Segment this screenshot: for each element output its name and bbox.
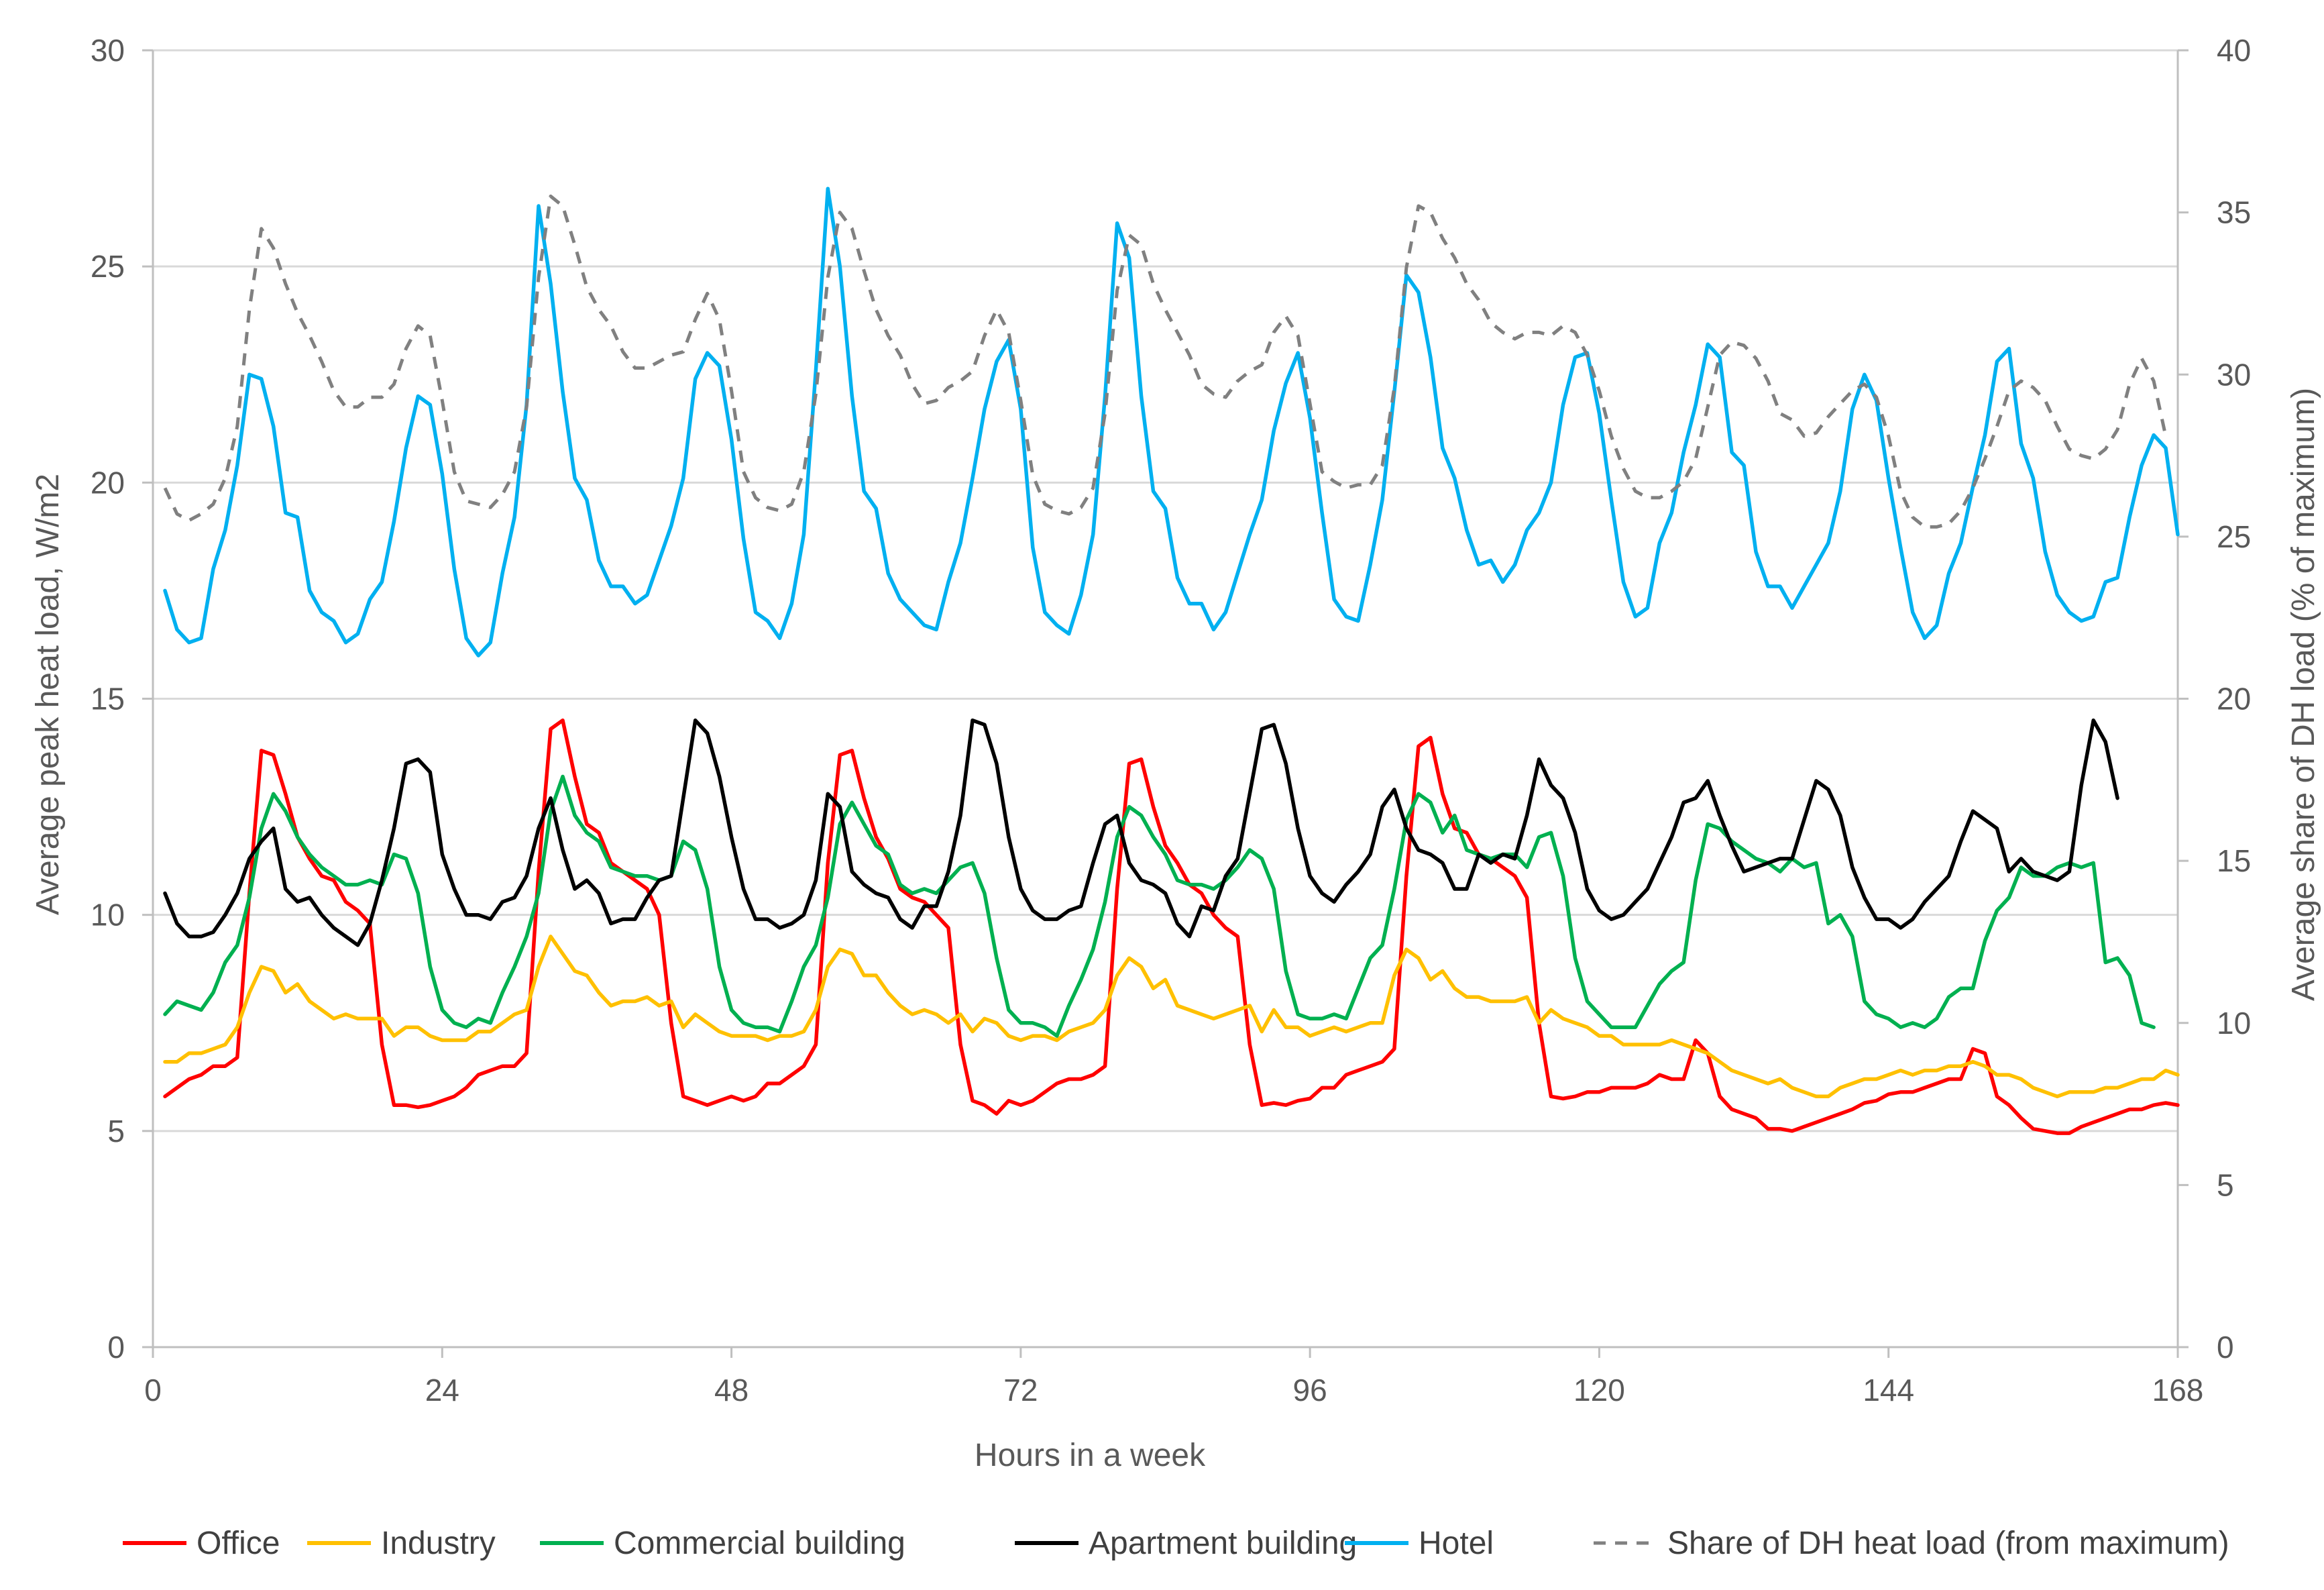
x-tick-label-96: 96	[1293, 1373, 1327, 1408]
y-tick-label-15: 15	[91, 682, 125, 717]
y2-tick-label-40: 40	[2217, 33, 2251, 68]
y2-tick-label-30: 30	[2217, 357, 2251, 392]
y2-tick-label-5: 5	[2217, 1167, 2234, 1202]
y2-tick-label-20: 20	[2217, 682, 2251, 717]
series-line-apartment-building	[163, 718, 2119, 947]
x-tick-label-72: 72	[1003, 1373, 1038, 1408]
y2-tick-label-15: 15	[2217, 843, 2251, 878]
y-tick-label-30: 30	[91, 33, 125, 68]
legend-label-hotel: Hotel	[1419, 1526, 1494, 1561]
y-axis-title: Average peak heat load, W/m2	[30, 474, 66, 915]
y-tick-label-0: 0	[107, 1330, 125, 1365]
legend-label-office: Office	[197, 1526, 280, 1561]
legend-label-commercial-building: Commercial building	[614, 1526, 905, 1561]
x-tick-label-0: 0	[144, 1373, 162, 1408]
x-tick-label-48: 48	[714, 1373, 749, 1408]
y2-tick-label-10: 10	[2217, 1006, 2251, 1041]
x-tick-label-144: 144	[1863, 1373, 1914, 1408]
series-line-office	[163, 718, 2180, 1135]
legend: Office Industry Commercial building Apartme…	[123, 1526, 2229, 1561]
legend-label-industry: Industry	[381, 1526, 496, 1561]
x-tick-label-24: 24	[425, 1373, 459, 1408]
y-tick-label-10: 10	[91, 898, 125, 933]
series-line-share-of-dh-heat-load-from-maximum	[163, 195, 2168, 529]
y-tick-label-25: 25	[91, 249, 125, 284]
x-tick-label-168: 168	[2152, 1373, 2204, 1408]
series-line-hotel	[163, 187, 2180, 657]
y-tick-label-20: 20	[91, 465, 125, 500]
y-tick-label-5: 5	[107, 1114, 125, 1149]
series-layer	[163, 187, 2180, 1135]
series-line-industry	[163, 935, 2180, 1099]
x-axis-title: Hours in a week	[975, 1438, 1206, 1473]
y2-tick-label-25: 25	[2217, 519, 2251, 554]
tick-labels: 0 5 10 15 20 25 30 0 5 10 15 20 25 30 35 40 0 24 48 72 96 120…	[91, 33, 2251, 1408]
legend-label-apartment-building: Apartment building	[1089, 1526, 1357, 1561]
x-tick-label-120: 120	[1573, 1373, 1625, 1408]
series-line-commercial-building	[163, 774, 2156, 1038]
legend-label-share-of-dh-heat-load-from-maximum: Share of DH heat load (from maximum)	[1667, 1526, 2229, 1561]
y2-axis-title: Average share of DH load (% of maximum)	[2286, 388, 2321, 1001]
y2-tick-label-35: 35	[2217, 195, 2251, 230]
axes	[142, 49, 2189, 1358]
gridlines	[153, 49, 2178, 1132]
y2-tick-label-0: 0	[2217, 1330, 2234, 1365]
